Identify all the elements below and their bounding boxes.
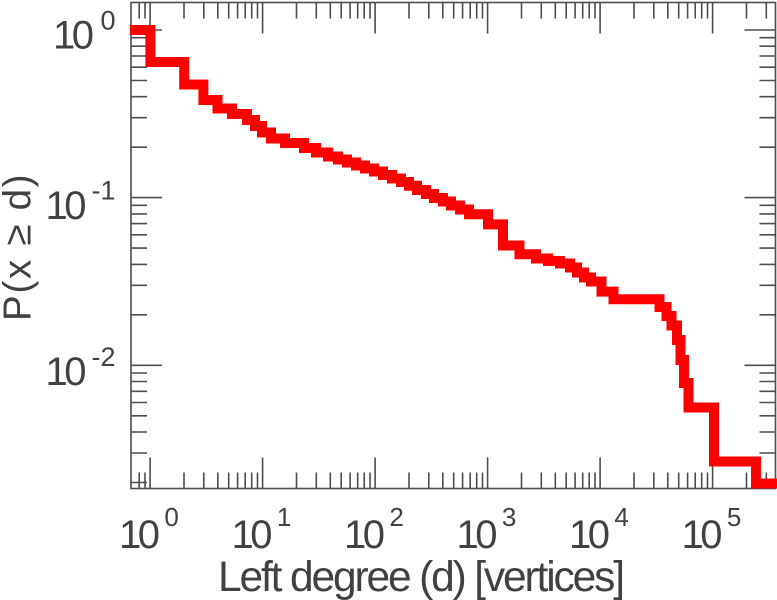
svg-text:10: 10 (569, 513, 610, 557)
svg-text:10: 10 (119, 513, 160, 557)
svg-text:2: 2 (389, 502, 403, 532)
svg-text:-2: -2 (91, 342, 115, 372)
svg-text:0: 0 (164, 502, 178, 532)
svg-text:10: 10 (344, 513, 385, 557)
svg-text:10: 10 (53, 13, 94, 57)
svg-text:10: 10 (46, 184, 87, 228)
svg-text:Left degree (d) [vertices]: Left degree (d) [vertices] (218, 554, 625, 600)
svg-text:P(x ≥ d): P(x ≥ d) (0, 174, 40, 321)
svg-text:0: 0 (100, 6, 115, 36)
svg-text:10: 10 (46, 350, 87, 394)
svg-text:10: 10 (682, 513, 723, 557)
svg-text:1: 1 (277, 502, 291, 532)
svg-text:10: 10 (457, 513, 498, 557)
svg-text:3: 3 (502, 502, 516, 532)
svg-text:10: 10 (232, 513, 273, 557)
svg-text:5: 5 (727, 502, 741, 532)
svg-text:-1: -1 (91, 176, 115, 206)
svg-text:4: 4 (614, 502, 628, 532)
